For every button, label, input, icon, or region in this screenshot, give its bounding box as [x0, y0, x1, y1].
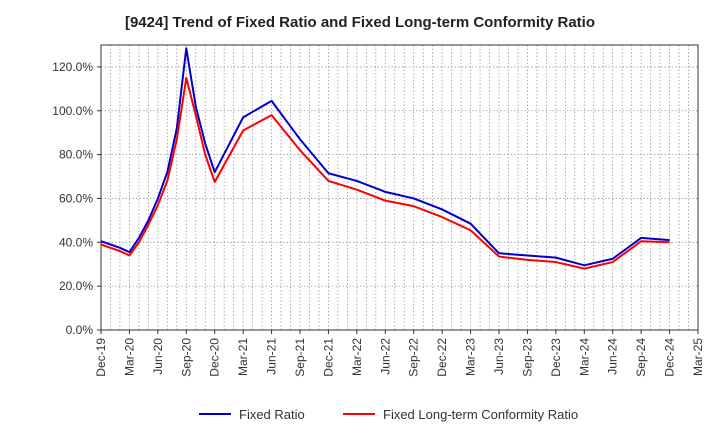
x-tick-label: Mar-20 — [122, 338, 136, 376]
x-tick-label: Mar-23 — [464, 338, 478, 376]
x-tick-label: Sep-20 — [179, 338, 193, 377]
x-tick-label: Mar-22 — [350, 338, 364, 376]
y-tick-label: 120.0% — [52, 60, 93, 74]
x-tick-label: Jun-24 — [606, 338, 620, 375]
x-tick-label: Dec-19 — [94, 338, 108, 377]
x-tick-label: Mar-24 — [577, 338, 591, 376]
x-tick-label: Dec-24 — [663, 338, 677, 377]
y-tick-label: 40.0% — [59, 235, 93, 249]
y-tick-label: 60.0% — [59, 191, 93, 205]
y-tick-label: 0.0% — [66, 323, 94, 337]
x-tick-label: Dec-20 — [208, 338, 222, 377]
y-tick-label: 100.0% — [52, 104, 93, 118]
x-tick-label: Sep-23 — [520, 338, 534, 377]
legend-label: Fixed Long-term Conformity Ratio — [383, 407, 578, 422]
chart-title: [9424] Trend of Fixed Ratio and Fixed Lo… — [124, 14, 596, 31]
legend-label: Fixed Ratio — [239, 407, 305, 422]
series-line-fixed-long-term-conformity-ratio — [100, 76, 670, 270]
x-tick-label: Jun-21 — [265, 338, 279, 375]
x-tick-label: Dec-21 — [321, 338, 335, 377]
x-tick-label: Dec-23 — [549, 338, 563, 377]
x-tick-label: Jun-22 — [378, 338, 392, 375]
x-tick-label: Sep-21 — [293, 338, 307, 377]
x-tick-label: Sep-22 — [407, 338, 421, 377]
x-tick-label: Mar-21 — [236, 338, 250, 376]
series-line-fixed-ratio — [100, 47, 670, 267]
y-tick-label: 80.0% — [59, 148, 93, 162]
y-tick-label: 20.0% — [59, 279, 93, 293]
x-tick-label: Dec-22 — [435, 338, 449, 377]
plot-area — [100, 44, 699, 331]
x-tick-label: Jun-23 — [492, 338, 506, 375]
x-tick-label: Mar-25 — [691, 338, 705, 376]
x-tick-label: Sep-24 — [634, 338, 648, 377]
x-tick-label: Jun-20 — [151, 338, 165, 375]
